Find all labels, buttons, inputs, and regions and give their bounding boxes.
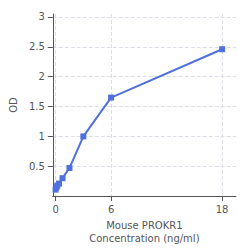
svg-text:3: 3 bbox=[38, 11, 44, 22]
svg-text:18: 18 bbox=[216, 204, 229, 215]
svg-text:6: 6 bbox=[108, 204, 114, 215]
svg-text:Concentration (ng/ml): Concentration (ng/ml) bbox=[89, 233, 199, 244]
svg-text:OD: OD bbox=[8, 97, 19, 113]
svg-text:0.5: 0.5 bbox=[29, 161, 45, 172]
svg-text:1.5: 1.5 bbox=[29, 101, 45, 112]
svg-text:2.5: 2.5 bbox=[29, 41, 45, 52]
svg-text:2: 2 bbox=[38, 71, 44, 82]
svg-text:0: 0 bbox=[52, 204, 58, 215]
svg-text:1: 1 bbox=[38, 131, 44, 142]
svg-text:Mouse PROKR1: Mouse PROKR1 bbox=[106, 220, 182, 231]
